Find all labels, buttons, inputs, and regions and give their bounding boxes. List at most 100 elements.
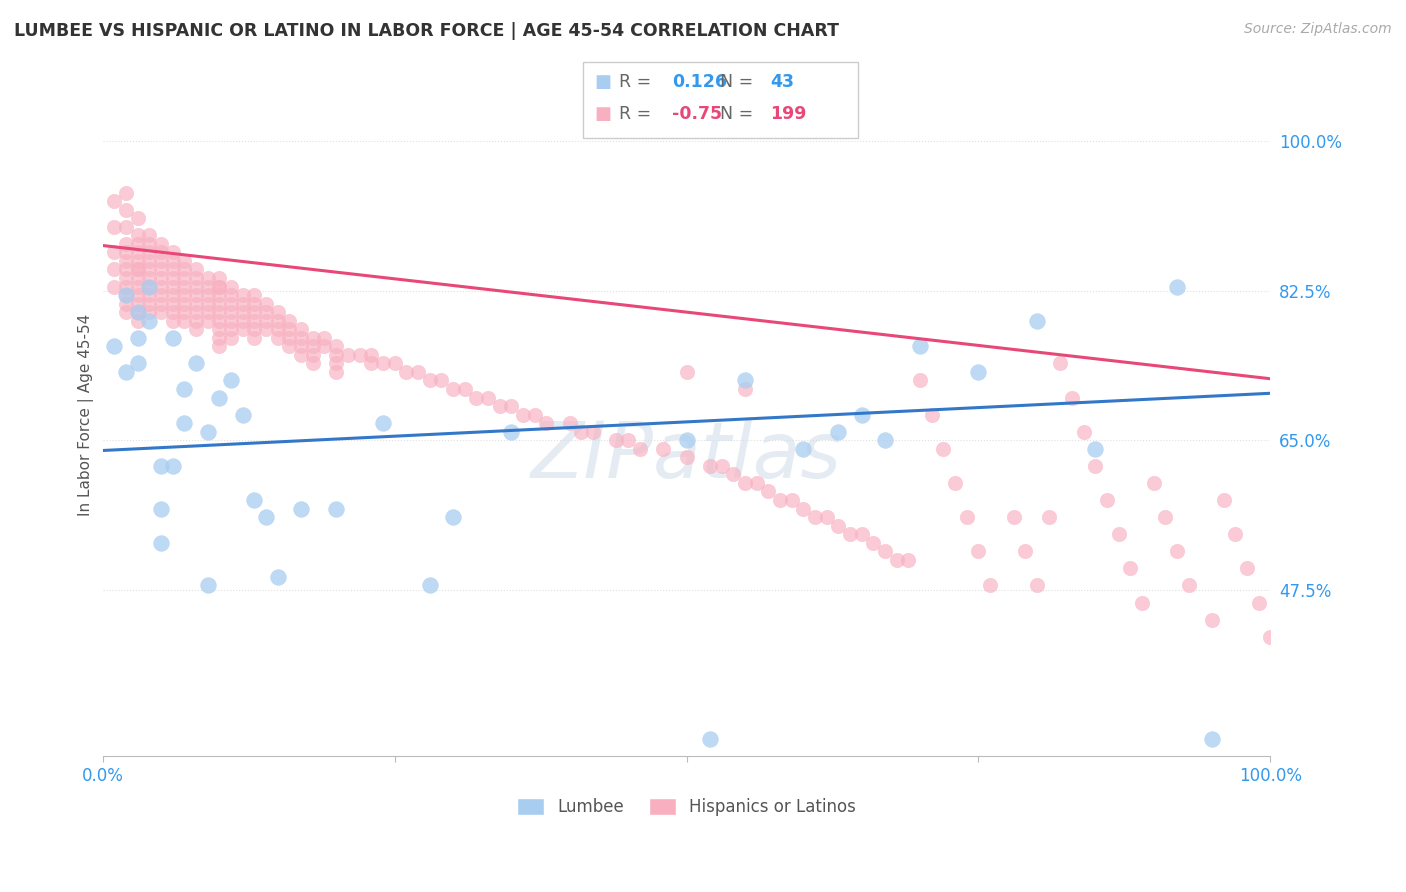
Point: [138, 288, 160, 302]
Point: [675, 434, 697, 448]
Point: [523, 408, 546, 422]
Point: [1025, 578, 1047, 592]
Point: [162, 288, 184, 302]
Point: [267, 570, 290, 584]
Point: [127, 305, 149, 319]
Point: [477, 391, 499, 405]
Point: [173, 296, 195, 310]
Text: Source: ZipAtlas.com: Source: ZipAtlas.com: [1244, 22, 1392, 37]
Point: [1049, 356, 1071, 370]
Point: [208, 279, 231, 293]
Point: [1095, 493, 1118, 508]
Point: [197, 313, 219, 327]
Point: [1038, 510, 1060, 524]
Point: [173, 305, 195, 319]
Point: [290, 339, 312, 353]
Point: [1130, 595, 1153, 609]
Point: [325, 365, 347, 379]
Point: [219, 374, 242, 388]
Point: [208, 391, 231, 405]
Point: [536, 416, 558, 430]
Point: [115, 288, 138, 302]
Point: [441, 382, 464, 396]
Point: [232, 322, 254, 336]
Point: [197, 425, 219, 439]
Point: [349, 348, 371, 362]
Point: [115, 271, 138, 285]
Point: [127, 236, 149, 251]
Point: [219, 331, 242, 345]
Point: [908, 339, 931, 353]
Point: [290, 501, 312, 516]
Point: [208, 313, 231, 327]
Point: [1143, 475, 1166, 490]
Point: [1119, 561, 1142, 575]
Point: [734, 475, 756, 490]
Point: [956, 510, 979, 524]
Point: [173, 253, 195, 268]
Point: [325, 356, 347, 370]
Point: [571, 425, 593, 439]
Point: [792, 442, 814, 456]
Text: 199: 199: [770, 105, 807, 123]
Point: [243, 305, 266, 319]
Point: [162, 253, 184, 268]
Point: [208, 305, 231, 319]
Point: [979, 578, 1001, 592]
Point: [208, 331, 231, 345]
Point: [115, 296, 138, 310]
Point: [745, 475, 768, 490]
Point: [208, 288, 231, 302]
Point: [290, 322, 312, 336]
Point: [150, 245, 173, 260]
Point: [127, 262, 149, 277]
Point: [138, 262, 160, 277]
Point: [103, 262, 125, 277]
Point: [173, 279, 195, 293]
Point: [1014, 544, 1036, 558]
Point: [325, 339, 347, 353]
Point: [501, 425, 523, 439]
Point: [115, 279, 138, 293]
Point: [243, 296, 266, 310]
Point: [197, 279, 219, 293]
Point: [780, 493, 803, 508]
Point: [628, 442, 651, 456]
Y-axis label: In Labor Force | Age 45-54: In Labor Force | Age 45-54: [79, 313, 94, 516]
Point: [173, 262, 195, 277]
Point: [395, 365, 418, 379]
Point: [488, 399, 510, 413]
Point: [115, 253, 138, 268]
Point: [173, 313, 195, 327]
Point: [1108, 527, 1130, 541]
Point: [115, 288, 138, 302]
Point: [769, 493, 792, 508]
Point: [173, 416, 195, 430]
Point: [184, 279, 207, 293]
Point: [150, 288, 173, 302]
Point: [254, 313, 277, 327]
Point: [184, 296, 207, 310]
Point: [127, 253, 149, 268]
Point: [115, 219, 138, 234]
Point: [804, 510, 827, 524]
Point: [115, 202, 138, 217]
Point: [219, 279, 242, 293]
Point: [734, 374, 756, 388]
Point: [419, 374, 441, 388]
Point: [150, 535, 173, 549]
Point: [208, 296, 231, 310]
Point: [675, 365, 697, 379]
Point: [675, 450, 697, 465]
Point: [173, 382, 195, 396]
Point: [873, 434, 896, 448]
Point: [371, 416, 394, 430]
Point: [1247, 595, 1270, 609]
Point: [419, 578, 441, 592]
Point: [184, 322, 207, 336]
Point: [138, 313, 160, 327]
Point: [150, 458, 173, 473]
Point: [336, 348, 359, 362]
Point: [652, 442, 675, 456]
Point: [162, 313, 184, 327]
